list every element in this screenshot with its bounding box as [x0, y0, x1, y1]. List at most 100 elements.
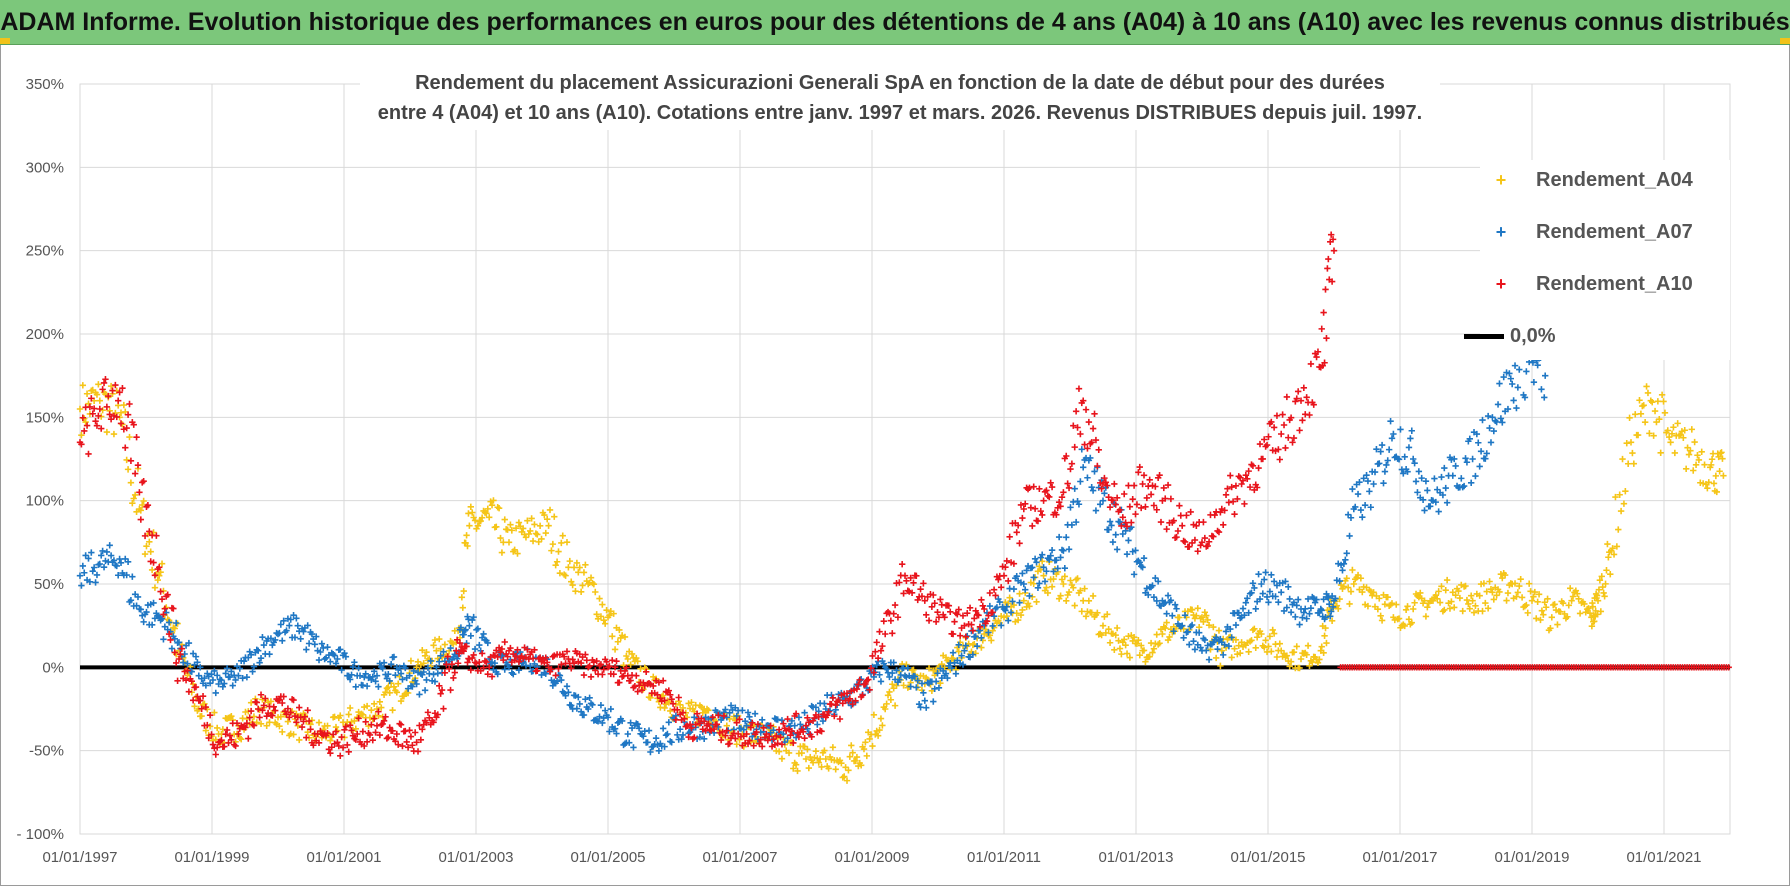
point-rendement_a10 — [375, 708, 382, 715]
point-rendement_a07 — [311, 641, 318, 648]
point-rendement_a10 — [1014, 522, 1022, 529]
point-rendement_a10 — [498, 645, 506, 653]
point-rendement_a10 — [1179, 522, 1186, 529]
point-rendement_a07 — [515, 667, 523, 674]
point-rendement_a07 — [256, 659, 263, 666]
point-rendement_a07 — [1293, 602, 1300, 609]
point-rendement_a07 — [819, 717, 827, 725]
point-rendement_a10 — [136, 489, 143, 496]
point-rendement_a07 — [1395, 456, 1403, 463]
point-rendement_a10 — [197, 697, 204, 704]
point-rendement_a07 — [1493, 418, 1500, 426]
point-rendement_a07 — [1113, 546, 1121, 553]
point-rendement_a10 — [1005, 577, 1012, 585]
point-rendement_a07 — [1055, 533, 1063, 541]
point-rendement_a07 — [935, 684, 943, 691]
point-rendement_a04 — [1715, 453, 1722, 461]
point-rendement_a07 — [148, 621, 156, 629]
point-rendement_a10 — [1136, 463, 1143, 471]
point-rendement_a07 — [81, 569, 88, 576]
point-rendement_a04 — [1521, 603, 1529, 610]
point-rendement_a10 — [376, 731, 384, 739]
point-rendement_a10 — [339, 744, 347, 751]
point-rendement_a10 — [569, 656, 576, 663]
point-rendement_a07 — [510, 671, 517, 678]
point-rendement_a07 — [739, 707, 746, 714]
point-rendement_a04 — [129, 499, 136, 507]
point-rendement_a10 — [1043, 487, 1050, 494]
point-rendement_a04 — [860, 745, 868, 753]
point-rendement_a07 — [1169, 612, 1176, 619]
point-rendement_a04 — [988, 637, 995, 644]
point-rendement_a10 — [1020, 505, 1027, 513]
point-rendement_a10 — [134, 461, 142, 469]
point-rendement_a10 — [310, 741, 317, 749]
point-rendement_a07 — [1017, 579, 1025, 586]
point-rendement_a07 — [286, 622, 293, 629]
point-rendement_a04 — [1359, 588, 1366, 596]
point-rendement_a07 — [1340, 560, 1348, 568]
point-rendement_a10 — [483, 658, 490, 666]
point-rendement_a07 — [583, 703, 590, 711]
point-rendement_a10 — [359, 728, 367, 735]
legend-label-a07: Rendement_A07 — [1536, 220, 1693, 243]
point-rendement_a10 — [882, 630, 889, 638]
point-rendement_a10 — [900, 590, 907, 597]
point-rendement_a10 — [749, 719, 756, 727]
point-rendement_a10 — [85, 450, 92, 458]
point-rendement_a04 — [1566, 585, 1574, 592]
point-rendement_a10 — [213, 744, 221, 751]
point-rendement_a07 — [1171, 601, 1179, 608]
point-rendement_a10 — [780, 720, 787, 727]
point-rendement_a04 — [1193, 612, 1200, 619]
point-rendement_a04 — [464, 542, 471, 550]
point-rendement_a07 — [642, 739, 650, 746]
point-rendement_a07 — [565, 689, 572, 696]
point-rendement_a10 — [989, 609, 996, 616]
point-rendement_a04 — [1422, 613, 1430, 620]
point-rendement_a04 — [1674, 420, 1681, 427]
x-tick-label: 01/01/2007 — [702, 849, 777, 866]
point-rendement_a10 — [1170, 517, 1177, 524]
point-rendement_a10 — [113, 413, 120, 421]
point-rendement_a10 — [393, 730, 400, 738]
point-rendement_a07 — [1361, 502, 1369, 509]
point-rendement_a07 — [143, 608, 150, 616]
point-rendement_a04 — [1504, 589, 1512, 597]
point-rendement_a07 — [558, 676, 565, 684]
point-rendement_a10 — [1238, 480, 1245, 488]
point-rendement_a04 — [543, 516, 551, 523]
point-rendement_a04 — [1405, 616, 1413, 623]
point-rendement_a04 — [1569, 593, 1577, 600]
point-rendement_a04 — [458, 594, 466, 601]
point-rendement_a07 — [1221, 641, 1228, 648]
point-rendement_a04 — [284, 718, 292, 725]
y-tick-label: -50% — [29, 743, 64, 760]
point-rendement_a04 — [250, 713, 258, 720]
point-rendement_a07 — [1236, 614, 1244, 622]
point-rendement_a07 — [1441, 464, 1448, 472]
point-rendement_a10 — [1002, 563, 1009, 571]
point-rendement_a04 — [548, 547, 555, 554]
point-rendement_a04 — [76, 405, 84, 413]
point-rendement_a04 — [471, 517, 479, 524]
point-rendement_a04 — [1130, 633, 1138, 641]
point-rendement_a07 — [1031, 555, 1039, 563]
point-rendement_a10 — [369, 737, 376, 744]
point-rendement_a10 — [1287, 414, 1295, 421]
point-rendement_a04 — [883, 700, 890, 708]
series-rendement_a10 — [76, 231, 1338, 760]
point-rendement_a04 — [1622, 487, 1629, 495]
point-rendement_a10 — [691, 734, 698, 741]
point-rendement_a04 — [1538, 607, 1546, 614]
point-rendement_a07 — [280, 617, 287, 624]
point-rendement_a07 — [1286, 595, 1293, 603]
legend-marker-a10: + — [1495, 273, 1507, 294]
point-rendement_a07 — [1077, 478, 1084, 485]
point-rendement_a04 — [1019, 606, 1026, 614]
point-rendement_a10 — [746, 737, 753, 744]
point-rendement_a07 — [1036, 580, 1043, 587]
point-rendement_a10 — [1201, 534, 1209, 542]
point-rendement_a10 — [932, 618, 940, 625]
point-rendement_a04 — [843, 777, 851, 784]
